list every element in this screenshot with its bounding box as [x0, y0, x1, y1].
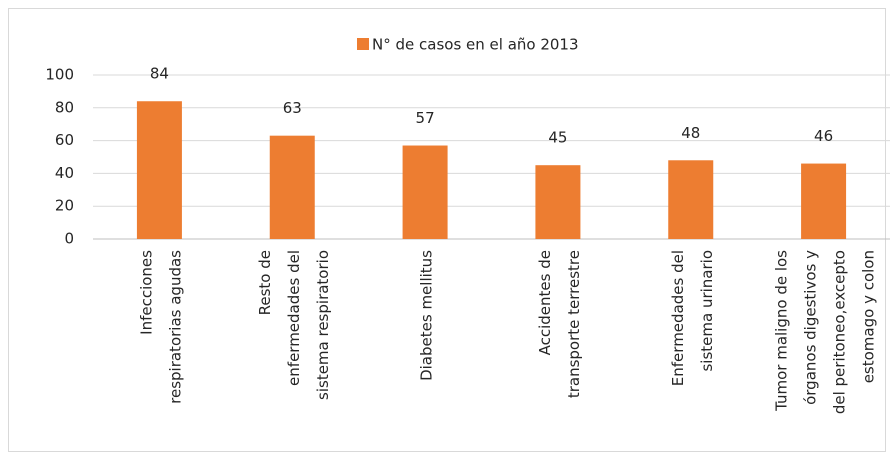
- x-tick-label: Infecciones: [137, 250, 155, 335]
- x-tick-label: transporte terrestre: [565, 250, 583, 398]
- y-tick-label: 60: [55, 131, 74, 149]
- x-tick-label: estomago y colon: [860, 250, 878, 383]
- bar: [801, 163, 847, 239]
- y-tick-label: 100: [45, 66, 74, 84]
- x-tick-label: Enfermedades del: [669, 250, 687, 386]
- legend-label: N° de casos en el año 2013: [372, 36, 579, 54]
- data-label: 63: [283, 99, 302, 117]
- x-tick-label: Tumor maligno de los: [773, 250, 791, 412]
- bar: [402, 145, 448, 239]
- data-label: 45: [548, 129, 567, 147]
- data-label: 57: [416, 109, 435, 127]
- bar: [269, 135, 315, 239]
- y-tick-label: 80: [55, 98, 74, 116]
- x-tick-label: enfermedades del: [285, 250, 303, 386]
- bar: [668, 160, 714, 239]
- x-tick-label: Diabetes mellitus: [418, 250, 436, 381]
- x-tick-label: sistema urinario: [698, 250, 716, 372]
- legend-swatch: [357, 38, 369, 50]
- x-tick-label: órganos digestivos y: [802, 250, 820, 405]
- x-tick-label: del peritoneo,excepto: [831, 250, 849, 414]
- x-tick-label: Accidentes de: [536, 250, 554, 355]
- bar: [136, 101, 182, 240]
- y-tick-label: 0: [64, 230, 74, 248]
- data-label: 46: [814, 127, 833, 145]
- data-label: 48: [681, 124, 700, 142]
- x-tick-label: Resto de: [256, 250, 274, 315]
- data-label: 84: [150, 65, 169, 83]
- y-tick-label: 40: [55, 164, 74, 182]
- x-tick-label: sistema respiratorio: [314, 250, 332, 400]
- bar: [535, 165, 581, 239]
- x-tick-label: respiratorias agudas: [166, 250, 184, 404]
- y-tick-label: 20: [55, 197, 74, 215]
